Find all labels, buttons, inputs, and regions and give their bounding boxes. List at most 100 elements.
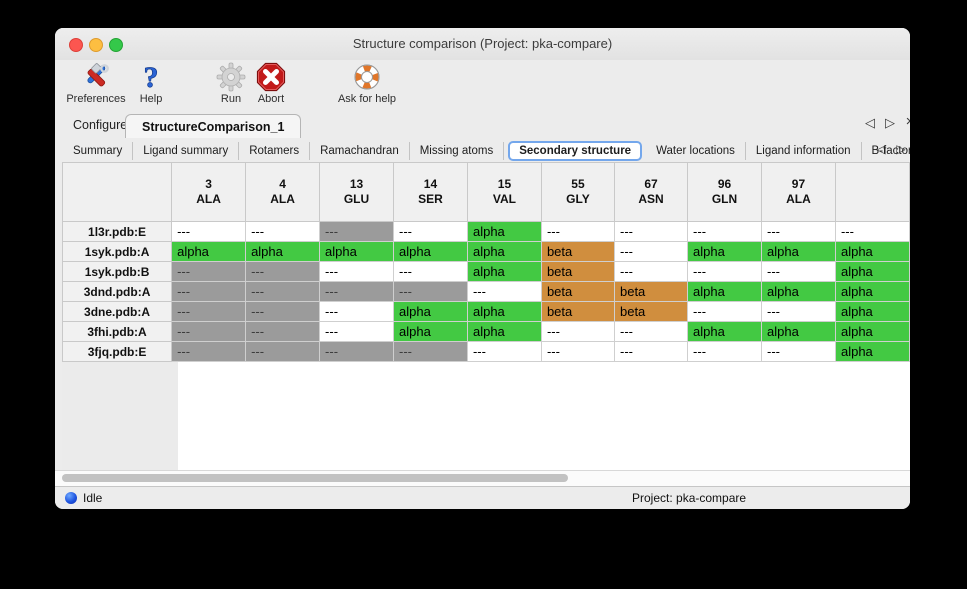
tab-configure[interactable]: Configure (73, 118, 128, 132)
subtab-secondary-structure[interactable]: Secondary structure (508, 141, 643, 161)
subtab-summary[interactable]: Summary (63, 142, 134, 160)
minimize-window-button[interactable] (89, 38, 103, 52)
structure-cell[interactable]: --- (466, 341, 542, 362)
tools-icon (81, 62, 111, 92)
structure-cell[interactable]: alpha (466, 321, 542, 342)
structure-cell[interactable]: alpha (687, 321, 762, 342)
structure-cell[interactable]: alpha (466, 301, 542, 322)
structure-cell[interactable]: --- (613, 341, 689, 362)
zoom-window-button[interactable] (109, 38, 123, 52)
structure-cell[interactable]: beta (540, 281, 615, 302)
structure-cell[interactable]: alpha (834, 241, 910, 262)
structure-cell[interactable]: --- (245, 321, 321, 342)
structure-cell[interactable]: beta (540, 241, 615, 262)
structure-cell[interactable]: alpha (393, 301, 468, 322)
structure-cell[interactable]: alpha (393, 241, 468, 262)
structure-cell[interactable]: --- (613, 221, 689, 242)
structure-cell[interactable]: --- (687, 261, 762, 282)
structure-cell[interactable]: alpha (319, 241, 394, 262)
structure-cell[interactable]: --- (245, 261, 321, 282)
structure-cell[interactable]: --- (613, 241, 689, 262)
tab-prev-arrow-icon[interactable]: ◁ (865, 115, 875, 130)
row-header: 1syk.pdb:A (62, 241, 173, 262)
structure-cell[interactable]: --- (319, 221, 394, 242)
structure-cell[interactable]: --- (171, 341, 247, 362)
structure-cell[interactable]: alpha (171, 241, 247, 262)
tab-close-icon[interactable]: × (905, 113, 910, 130)
structure-cell[interactable]: --- (171, 281, 247, 302)
structure-cell[interactable]: alpha (761, 241, 836, 262)
structure-cell[interactable]: alpha (466, 241, 542, 262)
structure-cell[interactable]: alpha (466, 261, 542, 282)
tab-next-arrow-icon[interactable]: ▷ (885, 115, 895, 130)
structure-cell[interactable]: --- (319, 261, 394, 282)
subtab-ramachandran[interactable]: Ramachandran (310, 142, 410, 160)
structure-cell[interactable]: --- (245, 281, 321, 302)
structure-cell[interactable]: --- (171, 301, 247, 322)
structure-cell[interactable]: beta (540, 301, 615, 322)
run-button[interactable]: Run (215, 60, 247, 108)
horizontal-scrollbar-thumb[interactable] (62, 474, 568, 482)
structure-cell[interactable]: beta (540, 261, 615, 282)
subtab-ligand-summary[interactable]: Ligand summary (133, 142, 240, 160)
column-header: 97 ALA (761, 162, 836, 222)
structure-cell[interactable]: --- (245, 341, 321, 362)
structure-cell[interactable]: alpha (834, 341, 910, 362)
structure-cell[interactable]: --- (171, 321, 247, 342)
structure-cell[interactable]: --- (834, 221, 910, 242)
structure-cell[interactable]: --- (761, 341, 836, 362)
help-button[interactable]: ? Help (135, 60, 167, 108)
structure-cell[interactable]: --- (393, 221, 468, 242)
structure-cell[interactable]: --- (540, 341, 615, 362)
structure-cell[interactable]: --- (687, 221, 762, 242)
close-window-button[interactable] (69, 38, 83, 52)
structure-cell[interactable]: alpha (834, 301, 910, 322)
structure-cell[interactable]: --- (540, 221, 615, 242)
preferences-button[interactable]: Preferences (65, 60, 127, 108)
structure-cell[interactable]: --- (171, 261, 247, 282)
structure-cell[interactable]: alpha (834, 321, 910, 342)
structure-cell[interactable]: --- (613, 261, 689, 282)
structure-cell[interactable]: --- (761, 301, 836, 322)
structure-cell[interactable]: alpha (761, 281, 836, 302)
subtab-rotamers[interactable]: Rotamers (239, 142, 311, 160)
structure-cell[interactable]: --- (613, 321, 689, 342)
subtab-b-factors[interactable]: B-factors (871, 145, 910, 157)
structure-cell[interactable]: --- (393, 341, 468, 362)
structure-cell[interactable]: alpha (834, 261, 910, 282)
abort-button[interactable]: Abort (251, 60, 291, 108)
structure-cell[interactable]: --- (466, 281, 542, 302)
structure-cell[interactable]: alpha (687, 241, 762, 262)
structure-cell[interactable]: alpha (834, 281, 910, 302)
subtab-ligand-information[interactable]: Ligand information (746, 142, 862, 160)
subtab-next-arrow-icon[interactable]: ▷ (896, 142, 906, 156)
structure-cell[interactable]: --- (245, 221, 321, 242)
ask-for-help-button[interactable]: Ask for help (331, 60, 403, 108)
subtab-water-locations[interactable]: Water locations (646, 142, 746, 160)
column-header: 4 ALA (245, 162, 321, 222)
horizontal-scrollbar[interactable] (55, 470, 910, 487)
structure-cell[interactable]: --- (687, 301, 762, 322)
structure-cell[interactable]: beta (613, 301, 689, 322)
structure-cell[interactable]: --- (319, 281, 394, 302)
structure-cell[interactable]: --- (761, 221, 836, 242)
structure-cell[interactable]: alpha (393, 321, 468, 342)
subtab-prev-arrow-icon[interactable]: ◁ (876, 142, 886, 156)
structure-cell[interactable]: alpha (761, 321, 836, 342)
tab-structurecomparison-1[interactable]: StructureComparison_1 (125, 114, 302, 138)
structure-cell[interactable]: --- (319, 341, 394, 362)
subtab-missing-atoms[interactable]: Missing atoms (410, 142, 505, 160)
structure-cell[interactable]: --- (393, 261, 468, 282)
structure-cell[interactable]: --- (319, 301, 394, 322)
structure-cell[interactable]: --- (687, 341, 762, 362)
structure-cell[interactable]: --- (540, 321, 615, 342)
structure-cell[interactable]: --- (245, 301, 321, 322)
structure-cell[interactable]: --- (393, 281, 468, 302)
structure-cell[interactable]: alpha (466, 221, 542, 242)
structure-cell[interactable]: --- (319, 321, 394, 342)
structure-cell[interactable]: alpha (687, 281, 762, 302)
structure-cell[interactable]: --- (171, 221, 247, 242)
structure-cell[interactable]: --- (761, 261, 836, 282)
structure-cell[interactable]: beta (613, 281, 689, 302)
structure-cell[interactable]: alpha (245, 241, 321, 262)
